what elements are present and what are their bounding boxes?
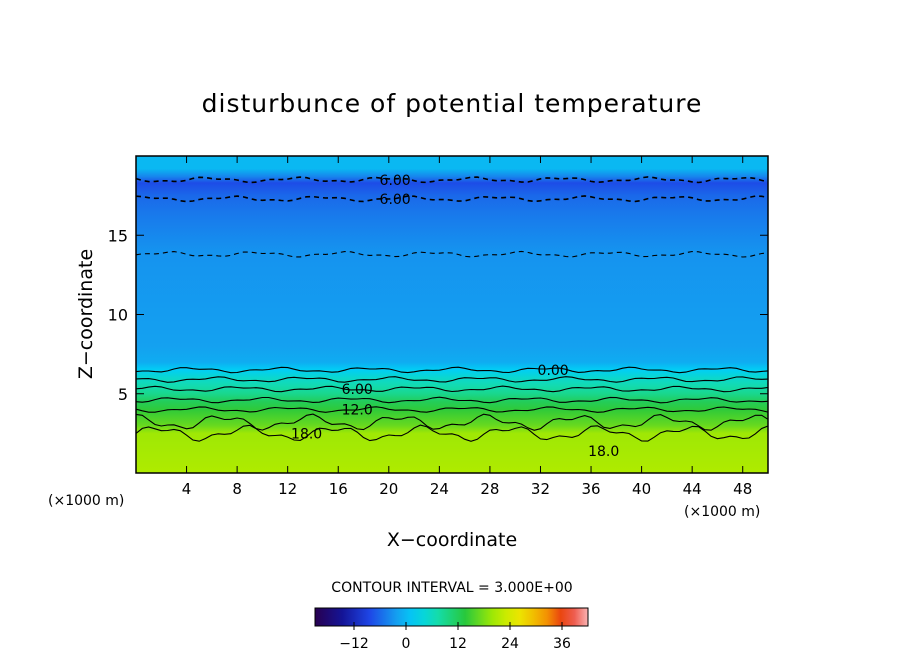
x-tick-label: 40	[632, 480, 651, 498]
x-tick-label: 32	[531, 480, 550, 498]
contour-label: 6.00	[380, 173, 411, 189]
contour-line	[135, 413, 769, 431]
y-axis-label: Z−coordinate	[75, 249, 97, 379]
colorbar-tick-label: 0	[402, 636, 411, 652]
contour-line	[135, 385, 769, 393]
contour-line	[135, 195, 769, 203]
x-tick-label: 28	[480, 480, 499, 498]
contour-label: 18.0	[291, 426, 322, 442]
x-tick-label: 8	[232, 480, 242, 498]
y-tick-label: 10	[108, 306, 128, 325]
colorbar-frame	[314, 607, 589, 627]
x-tick-label: 12	[278, 480, 297, 498]
z-unit-label: (×1000 m)	[48, 493, 124, 509]
x-axis-ticks: 4 8 12 16 20 24 28 32 36 40 44 48	[182, 156, 752, 498]
y-tick-label: 5	[118, 385, 128, 404]
plot-field	[136, 156, 768, 473]
contour-line	[135, 396, 769, 404]
y-tick-label: 15	[108, 226, 128, 245]
contour-line	[135, 176, 769, 184]
contour-label: 6.00	[342, 382, 373, 398]
contour-line	[135, 250, 769, 258]
contour-label: 18.0	[588, 444, 619, 460]
contour-line	[135, 406, 769, 413]
y-axis-ticks: 5 10 15	[108, 226, 768, 404]
contour-line	[135, 424, 769, 442]
colorbar-tick-label: 24	[501, 636, 519, 652]
contour-line	[135, 376, 769, 383]
x-unit-label: (×1000 m)	[684, 504, 760, 520]
x-axis-label: X−coordinate	[387, 529, 517, 551]
x-tick-label: 16	[329, 480, 348, 498]
x-tick-label: 44	[683, 480, 702, 498]
contour-label: 12.0	[342, 403, 373, 419]
contour-label: 6.00	[380, 192, 411, 208]
contour-line	[135, 366, 769, 374]
x-tick-label: 4	[182, 480, 192, 498]
colorbar-ticks: −12 0 12 24 36	[339, 622, 571, 652]
x-tick-label: 48	[733, 480, 752, 498]
x-tick-label: 24	[430, 480, 449, 498]
contour-label: 0.00	[538, 363, 569, 379]
colorbar-tick-label: −12	[339, 636, 369, 652]
colorbar-tick-label: 12	[449, 636, 467, 652]
x-tick-label: 36	[581, 480, 600, 498]
contour-lines: 6.00 6.00 0.00 6.00 12.0 18.0 18.0	[135, 173, 769, 460]
contour-interval-text: CONTOUR INTERVAL = 3.000E+00	[331, 580, 572, 596]
x-tick-label: 20	[379, 480, 398, 498]
colorbar-tick-label: 36	[553, 636, 571, 652]
chart-title: disturbunce of potential temperature	[202, 89, 703, 118]
colorbar	[315, 608, 588, 626]
